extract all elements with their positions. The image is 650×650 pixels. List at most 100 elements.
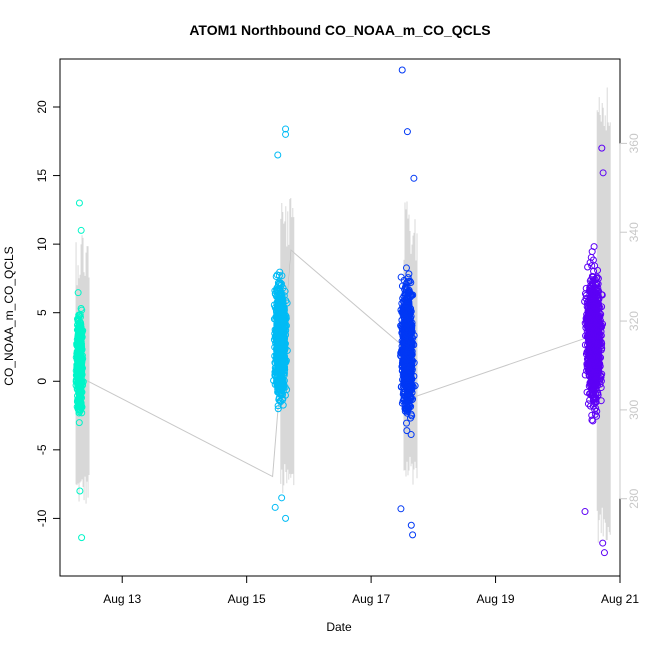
data-point (76, 379, 84, 387)
data-point (78, 306, 86, 314)
data-point (405, 270, 413, 278)
data-point (594, 358, 602, 366)
data-point (275, 343, 283, 351)
data-point (584, 347, 592, 355)
data-point (582, 332, 590, 340)
data-point (276, 330, 284, 338)
data-point (405, 365, 413, 373)
data-point (276, 344, 284, 352)
data-point (584, 308, 592, 316)
data-point (277, 381, 285, 389)
y-right-tick-label-2: 320 (627, 311, 641, 331)
data-point (594, 266, 602, 274)
data-point (273, 287, 281, 295)
x-tick-label-4: Aug 21 (601, 592, 639, 606)
data-point (275, 377, 283, 385)
y-left-tick-label-3: 5 (35, 309, 49, 316)
data-point (77, 226, 85, 234)
data-point (598, 144, 606, 152)
data-point (277, 325, 285, 333)
data-point (590, 287, 598, 295)
data-point (75, 355, 83, 363)
data-point (278, 365, 286, 373)
data-point (594, 287, 602, 295)
data-point (401, 407, 409, 415)
data-point (276, 357, 284, 365)
data-point (585, 362, 593, 370)
data-point (75, 337, 83, 345)
data-point (590, 297, 598, 305)
data-point (401, 401, 409, 409)
data-point (74, 315, 82, 323)
data-point (398, 308, 406, 316)
data-point (410, 174, 418, 182)
x-axis-label: Date (326, 620, 352, 634)
data-point (76, 368, 84, 376)
data-point (595, 313, 603, 321)
data-point (282, 514, 290, 522)
data-point (590, 378, 598, 386)
data-point (588, 368, 596, 376)
data-point (75, 340, 83, 348)
data-point (593, 322, 601, 330)
data-point (599, 539, 607, 547)
data-point (593, 412, 601, 420)
y-left-tick-label-2: 0 (35, 378, 49, 385)
data-point (591, 377, 599, 385)
scatter-points-layer (72, 66, 608, 557)
data-point (276, 361, 284, 369)
data-point (277, 296, 285, 304)
data-point (587, 353, 595, 361)
y-left-tick-label-0: -10 (35, 509, 49, 527)
data-point (404, 352, 412, 360)
data-point (76, 487, 84, 495)
data-point (588, 411, 596, 419)
data-point (584, 361, 592, 369)
data-point (276, 322, 284, 330)
data-point (397, 505, 405, 513)
data-point (398, 322, 406, 330)
data-point (403, 427, 411, 435)
data-point (404, 274, 412, 282)
data-point (407, 337, 415, 345)
series-2 (397, 66, 419, 539)
data-point (274, 405, 282, 413)
data-point (581, 290, 589, 298)
data-point (592, 398, 600, 406)
data-point (76, 344, 84, 352)
data-point (600, 549, 608, 557)
data-point (588, 280, 596, 288)
data-point (407, 431, 415, 439)
y-left-tick-label-4: 10 (35, 237, 49, 251)
series-3 (581, 144, 608, 557)
data-point (278, 494, 286, 502)
data-point (401, 343, 409, 351)
y-right-tick-label-1: 300 (627, 400, 641, 420)
data-point (594, 325, 602, 333)
data-point (409, 531, 417, 539)
data-point (75, 400, 83, 408)
data-point (277, 315, 285, 323)
data-point (274, 402, 282, 410)
data-point (275, 394, 283, 402)
data-point (591, 344, 599, 352)
data-point (78, 534, 86, 542)
data-point (77, 377, 85, 385)
series-0 (72, 199, 87, 542)
y-right-tick-label-4: 360 (627, 133, 641, 153)
chart-title: ATOM1 Northbound CO_NOAA_m_CO_QCLS (189, 22, 490, 38)
data-point (586, 327, 594, 335)
data-point (597, 384, 605, 392)
data-point (406, 317, 414, 325)
secondary-line-layer (75, 87, 611, 543)
data-point (592, 321, 600, 329)
data-point (402, 348, 410, 356)
data-point (75, 409, 83, 417)
data-point (403, 336, 411, 344)
data-point (278, 386, 286, 394)
data-point (74, 330, 82, 338)
data-point (77, 362, 85, 370)
data-point (275, 271, 283, 279)
